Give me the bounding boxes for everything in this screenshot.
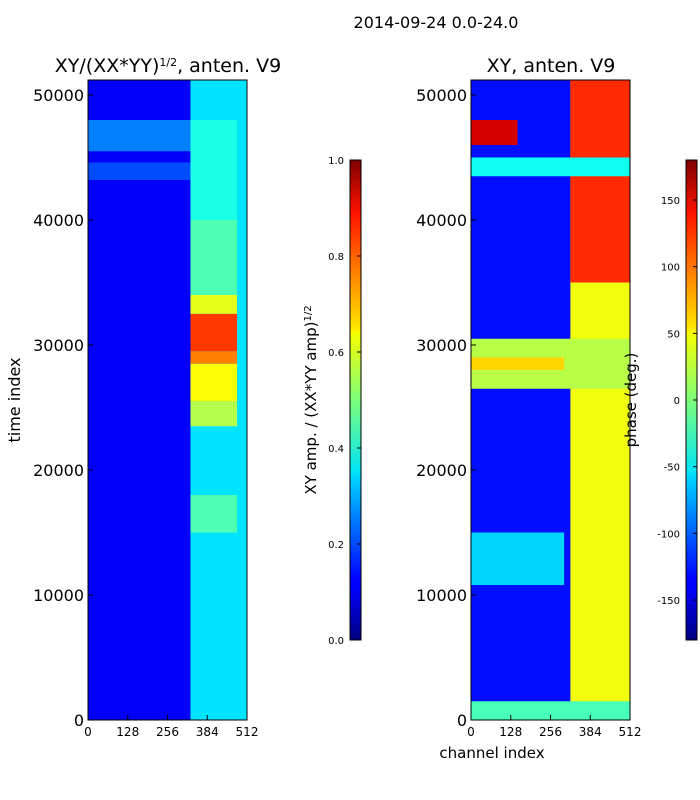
right-x-tick-label: 384 <box>579 725 602 739</box>
phase-colorbar-tick-label: 150 <box>661 196 680 207</box>
phase-heatmap-panel: XY, anten. V9 channel index 0 128 256 384 51… <box>416 55 641 762</box>
amplitude-colorbar-tick-label: 0.6 <box>328 348 344 359</box>
left-title-rest: , anten. V9 <box>177 55 281 77</box>
left-y-tick-label: 40000 <box>33 211 84 230</box>
right-heatmap-region-4 <box>471 532 565 585</box>
right-y-tick-label: 50000 <box>416 86 467 105</box>
amplitude-colorbar-tick-label: 0.2 <box>328 540 344 551</box>
phase-colorbar-tick-label: -100 <box>657 529 680 540</box>
right-x-tick-label: 256 <box>539 725 562 739</box>
left-heatmap-region-8 <box>190 295 238 314</box>
phase-colorbar-ticks: -150 -100 -50 0 50 100 150 <box>657 196 697 607</box>
phase-colorbar-tick-label: -150 <box>657 596 680 607</box>
amplitude-colorbar-tick-label: 1.0 <box>328 156 344 167</box>
amplitude-colorbar: XY amp. / (XX*YY amp)1/2 0.0 0.2 0.4 0.6 0.8… <box>302 156 362 647</box>
right-y-tick-label: 30000 <box>416 336 467 355</box>
right-heatmap-region-6 <box>471 357 565 370</box>
right-y-tick-label: 10000 <box>416 586 467 605</box>
left-title-exponent: 1/2 <box>159 56 177 69</box>
left-heatmap-region-6 <box>190 351 238 364</box>
right-x-tick-label: 128 <box>499 725 522 739</box>
phase-colorbar: phase (deg.) -150 -100 -50 0 50 100 150 <box>622 159 698 641</box>
left-heatmap-area: 0 128 256 384 512 0 10000 20000 30000 40000 50000 <box>33 79 259 739</box>
left-heatmap-region-11 <box>190 495 238 533</box>
left-heatmap-region-4 <box>190 401 238 427</box>
left-title-main: XY/(XX*YY) <box>55 55 160 77</box>
right-heatmap-area: 0 128 256 384 512 0 10000 20000 30000 40000 50000 <box>416 79 642 739</box>
phase-colorbar-tick-label: 100 <box>661 263 680 274</box>
amplitude-heatmap-panel: XY/(XX*YY)1/2, anten. V9 time index 0 128… <box>5 55 281 739</box>
left-y-tick-label: 30000 <box>33 336 84 355</box>
left-heatmap-region-9 <box>190 220 238 295</box>
left-x-tick-label: 128 <box>116 725 139 739</box>
amplitude-colorbar-tick-label: 0.8 <box>328 252 344 263</box>
amplitude-colorbar-tick-label: 0.0 <box>328 636 344 647</box>
left-heatmap-region-10 <box>190 120 238 220</box>
left-y-tick-label: 20000 <box>33 461 84 480</box>
phase-colorbar-tick-label: 0 <box>674 396 680 407</box>
left-y-tick-label: 10000 <box>33 586 84 605</box>
left-x-tick-label: 384 <box>196 725 219 739</box>
amplitude-colorbar-tick-label: 0.4 <box>328 444 344 455</box>
left-heatmap-region-7 <box>190 313 238 352</box>
left-panel-title: XY/(XX*YY)1/2, anten. V9 <box>55 55 281 77</box>
amplitude-colorbar-label-main: XY amp. / (XX*YY amp) <box>302 322 320 495</box>
right-xlabel: channel index <box>439 744 544 762</box>
right-heatmap-region-7 <box>471 157 630 177</box>
left-y-tick-label: 0 <box>74 711 84 730</box>
right-x-tick-label: 512 <box>619 725 642 739</box>
amplitude-colorbar-gradient <box>349 159 362 641</box>
phase-colorbar-tick-label: -50 <box>664 463 680 474</box>
right-heatmap-region-8 <box>471 120 518 145</box>
amplitude-colorbar-label: XY amp. / (XX*YY amp)1/2 <box>302 305 320 494</box>
amplitude-colorbar-ticks: 0.0 0.2 0.4 0.6 0.8 1.0 <box>328 156 361 647</box>
left-y-tick-label: 50000 <box>33 86 84 105</box>
phase-colorbar-tick-label: 50 <box>667 329 680 340</box>
right-panel-title: XY, anten. V9 <box>487 55 616 77</box>
amplitude-colorbar-label-exponent: 1/2 <box>303 305 314 321</box>
left-x-tick-label: 256 <box>156 725 179 739</box>
left-x-tick-label: 512 <box>236 725 259 739</box>
right-heatmap-region-2 <box>570 80 630 283</box>
phase-colorbar-label: phase (deg.) <box>622 353 640 448</box>
left-heatmap-region-5 <box>190 363 238 402</box>
left-ylabel: time index <box>5 357 24 442</box>
right-y-tick-label: 20000 <box>416 461 467 480</box>
left-x-tick-label: 0 <box>84 725 92 739</box>
right-y-tick-label: 40000 <box>416 211 467 230</box>
right-x-tick-label: 0 <box>467 725 475 739</box>
right-y-tick-label: 0 <box>457 711 467 730</box>
figure-title: 2014-09-24 0.0-24.0 <box>354 13 519 32</box>
